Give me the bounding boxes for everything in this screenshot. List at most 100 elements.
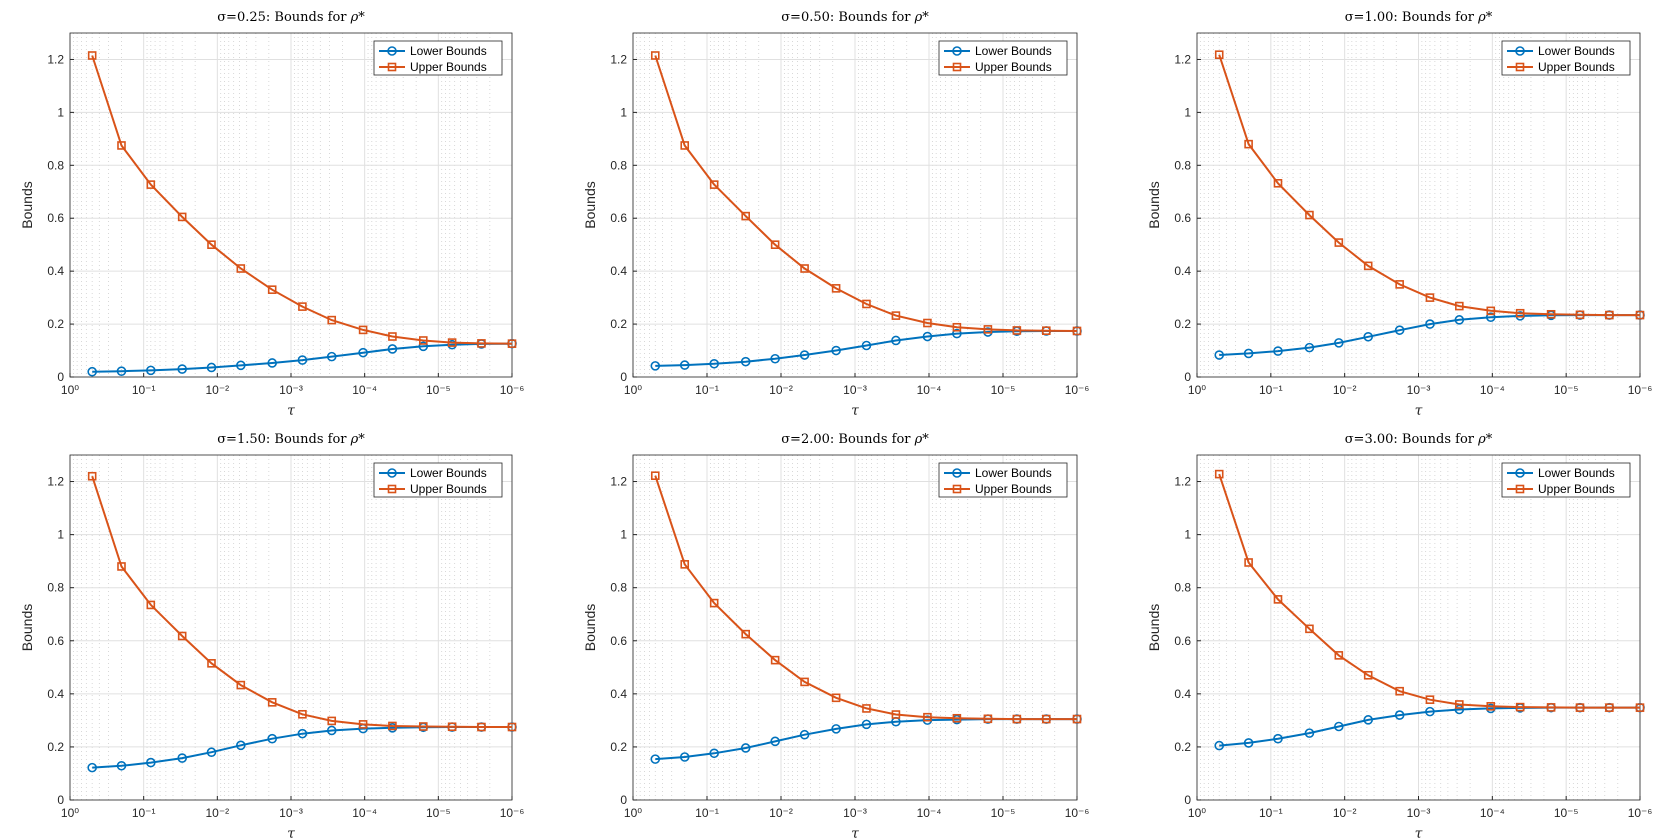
square-marker-icon: [387, 62, 397, 72]
data-point: [891, 335, 901, 346]
series-line: [92, 342, 513, 373]
data-point: [326, 351, 337, 362]
y-tick-label: 0.2: [1174, 740, 1191, 754]
data-point: [267, 285, 277, 294]
x-tick-label: 10⁻⁴: [917, 383, 942, 397]
series-line: [91, 475, 512, 728]
data-point: [1244, 139, 1253, 149]
x-tick-label: 10⁻⁵: [426, 806, 451, 820]
chart-panel-2: 10⁰ 10⁻¹ 10⁻² 10⁻³ 10⁻⁴ 10⁻⁵ 10⁻⁶ 0 0.2 0.4 0.6 0.8…: [582, 10, 1089, 419]
square-marker-icon: [387, 484, 397, 494]
y-axis-label: Bounds: [1146, 181, 1162, 228]
data-point: [799, 729, 810, 740]
data-point: [1041, 326, 1051, 335]
data-point: [891, 710, 901, 719]
x-tick-label: 10⁻⁵: [1554, 806, 1579, 820]
data-point: [146, 365, 156, 376]
legend-entry-label: Upper Bounds: [1538, 482, 1615, 496]
data-point: [740, 743, 751, 753]
data-point: [1486, 702, 1496, 711]
data-point: [679, 360, 690, 370]
data-point: [87, 762, 97, 773]
data-point: [327, 315, 337, 325]
chart-panel-5: 10⁰ 10⁻¹ 10⁻² 10⁻³ 10⁻⁴ 10⁻⁵ 10⁻⁶ 0 0.2 0.4 0.6 0.8…: [582, 432, 1089, 840]
data-point: [1635, 310, 1645, 320]
square-marker-icon: [1515, 484, 1525, 494]
circle-marker-icon: [387, 46, 397, 56]
legend: Lower Bounds Upper Bounds: [938, 462, 1068, 498]
data-point: [709, 748, 719, 759]
data-point: [87, 366, 97, 377]
legend-entry-label: Lower Bounds: [410, 44, 487, 58]
legend-entry-label: Lower Bounds: [975, 44, 1052, 58]
data-point: [770, 736, 780, 747]
y-tick-label: 0.6: [610, 211, 627, 225]
legend: Lower Bounds Upper Bounds: [1501, 462, 1631, 498]
data-point: [709, 180, 719, 189]
x-tick-label: 10⁻⁵: [991, 806, 1016, 820]
x-tick-label: 10⁻⁵: [426, 383, 451, 397]
data-point: [418, 336, 428, 345]
data-point: [923, 712, 932, 722]
x-tick-label: 10⁻⁶: [1628, 383, 1653, 397]
data-point: [923, 318, 932, 328]
circle-marker-icon: [952, 46, 962, 56]
y-tick-label: 0.2: [47, 317, 64, 331]
data-point: [831, 345, 841, 356]
data-point: [1214, 350, 1225, 360]
y-tick-label: 1: [620, 105, 627, 119]
x-tick-label: 10⁻²: [1333, 383, 1357, 397]
data-point: [326, 725, 337, 736]
data-point: [1575, 703, 1585, 712]
y-tick-label: 0: [1184, 793, 1191, 807]
minor-grid: [1199, 455, 1619, 800]
data-point: [297, 355, 308, 365]
x-tick-label: 10⁻¹: [695, 383, 719, 397]
data-point: [1072, 326, 1082, 336]
legend-entry-label: Upper Bounds: [975, 482, 1052, 496]
data-point: [1072, 714, 1082, 724]
square-marker-icon: [1515, 62, 1525, 72]
y-axis-label: Bounds: [582, 604, 598, 651]
data-point: [1394, 325, 1405, 335]
data-point: [861, 719, 872, 730]
data-point: [447, 722, 457, 732]
data-point: [1273, 346, 1283, 356]
data-point: [1395, 280, 1404, 289]
y-tick-label: 0: [620, 370, 627, 384]
y-axis-label: Bounds: [19, 604, 35, 651]
y-tick-label: 0.8: [1174, 581, 1191, 595]
data-point: [298, 302, 307, 311]
x-tick-label: 10⁻⁴: [1480, 383, 1505, 397]
y-tick-label: 0.2: [610, 740, 627, 754]
chart-title-text: σ=2.00: Bounds for: [781, 432, 914, 447]
x-tick-label: 10⁻²: [769, 806, 793, 820]
data-point: [1334, 238, 1344, 247]
y-tick-label: 0.2: [47, 740, 64, 754]
data-point: [831, 693, 841, 703]
data-point: [1273, 179, 1283, 188]
chart-title: σ=1.00: Bounds for ρ*: [1345, 10, 1493, 25]
y-tick-label: 0.2: [1174, 317, 1191, 331]
data-point: [1334, 651, 1344, 660]
chart-title-text: σ=1.50: Bounds for: [217, 432, 350, 447]
chart-title-symbol: ρ*: [914, 10, 930, 25]
data-point: [922, 331, 933, 342]
minor-grid: [72, 455, 491, 800]
x-tick-label: 10⁻³: [1407, 806, 1431, 820]
chart-title-text: σ=1.00: Bounds for: [1345, 10, 1478, 25]
data-point: [387, 344, 398, 354]
data-point: [983, 325, 993, 334]
data-point: [679, 752, 690, 762]
data-point: [1454, 315, 1465, 325]
data-point: [1363, 670, 1373, 680]
square-marker-icon: [952, 484, 962, 494]
data-point: [418, 341, 429, 352]
y-tick-label: 0: [57, 370, 64, 384]
x-axis-label: τ: [851, 826, 859, 840]
series-line: [654, 55, 1078, 332]
legend: Lower Bounds Upper Bounds: [1501, 40, 1631, 76]
data-point: [862, 704, 871, 713]
chart-panel-4: 10⁰ 10⁻¹ 10⁻² 10⁻³ 10⁻⁴ 10⁻⁵ 10⁻⁶ 0 0.2 0.4 0.6 0.8…: [19, 432, 524, 840]
chart-title-symbol: ρ*: [914, 432, 930, 447]
